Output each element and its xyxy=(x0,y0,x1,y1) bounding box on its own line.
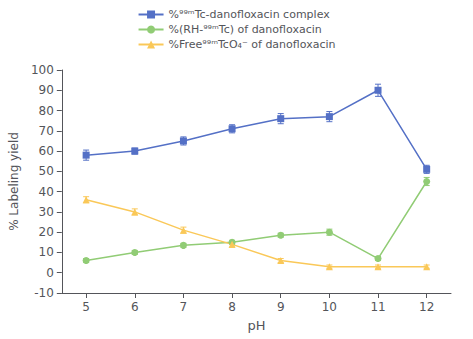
svg-text:-10: -10 xyxy=(34,286,54,300)
svg-text:80: 80 xyxy=(39,104,54,118)
svg-text:100: 100 xyxy=(31,63,54,77)
svg-text:%⁹⁹ᵐTc-danofloxacin complex: %⁹⁹ᵐTc-danofloxacin complex xyxy=(169,8,331,21)
svg-text:90: 90 xyxy=(39,83,54,97)
svg-text:40: 40 xyxy=(39,185,54,199)
svg-text:7: 7 xyxy=(180,300,188,314)
svg-text:5: 5 xyxy=(82,300,90,314)
svg-text:pH: pH xyxy=(247,318,265,333)
svg-text:50: 50 xyxy=(39,164,54,178)
svg-text:70: 70 xyxy=(39,124,54,138)
svg-text:%(RH-⁹⁹ᵐTc) of danofloxacin: %(RH-⁹⁹ᵐTc) of danofloxacin xyxy=(169,23,322,36)
svg-text:20: 20 xyxy=(39,225,54,239)
svg-text:0: 0 xyxy=(46,266,54,280)
svg-text:11: 11 xyxy=(370,300,385,314)
svg-text:9: 9 xyxy=(277,300,285,314)
svg-text:% Labeling yield: % Labeling yield xyxy=(7,132,21,231)
svg-text:6: 6 xyxy=(131,300,139,314)
svg-text:60: 60 xyxy=(39,144,54,158)
svg-text:30: 30 xyxy=(39,205,54,219)
svg-text:12: 12 xyxy=(419,300,434,314)
svg-text:8: 8 xyxy=(228,300,236,314)
svg-text:10: 10 xyxy=(39,245,54,259)
svg-text:10: 10 xyxy=(322,300,337,314)
svg-text:%Free⁹⁹ᵐTcO₄⁻ of danofloxacin: %Free⁹⁹ᵐTcO₄⁻ of danofloxacin xyxy=(169,38,336,51)
